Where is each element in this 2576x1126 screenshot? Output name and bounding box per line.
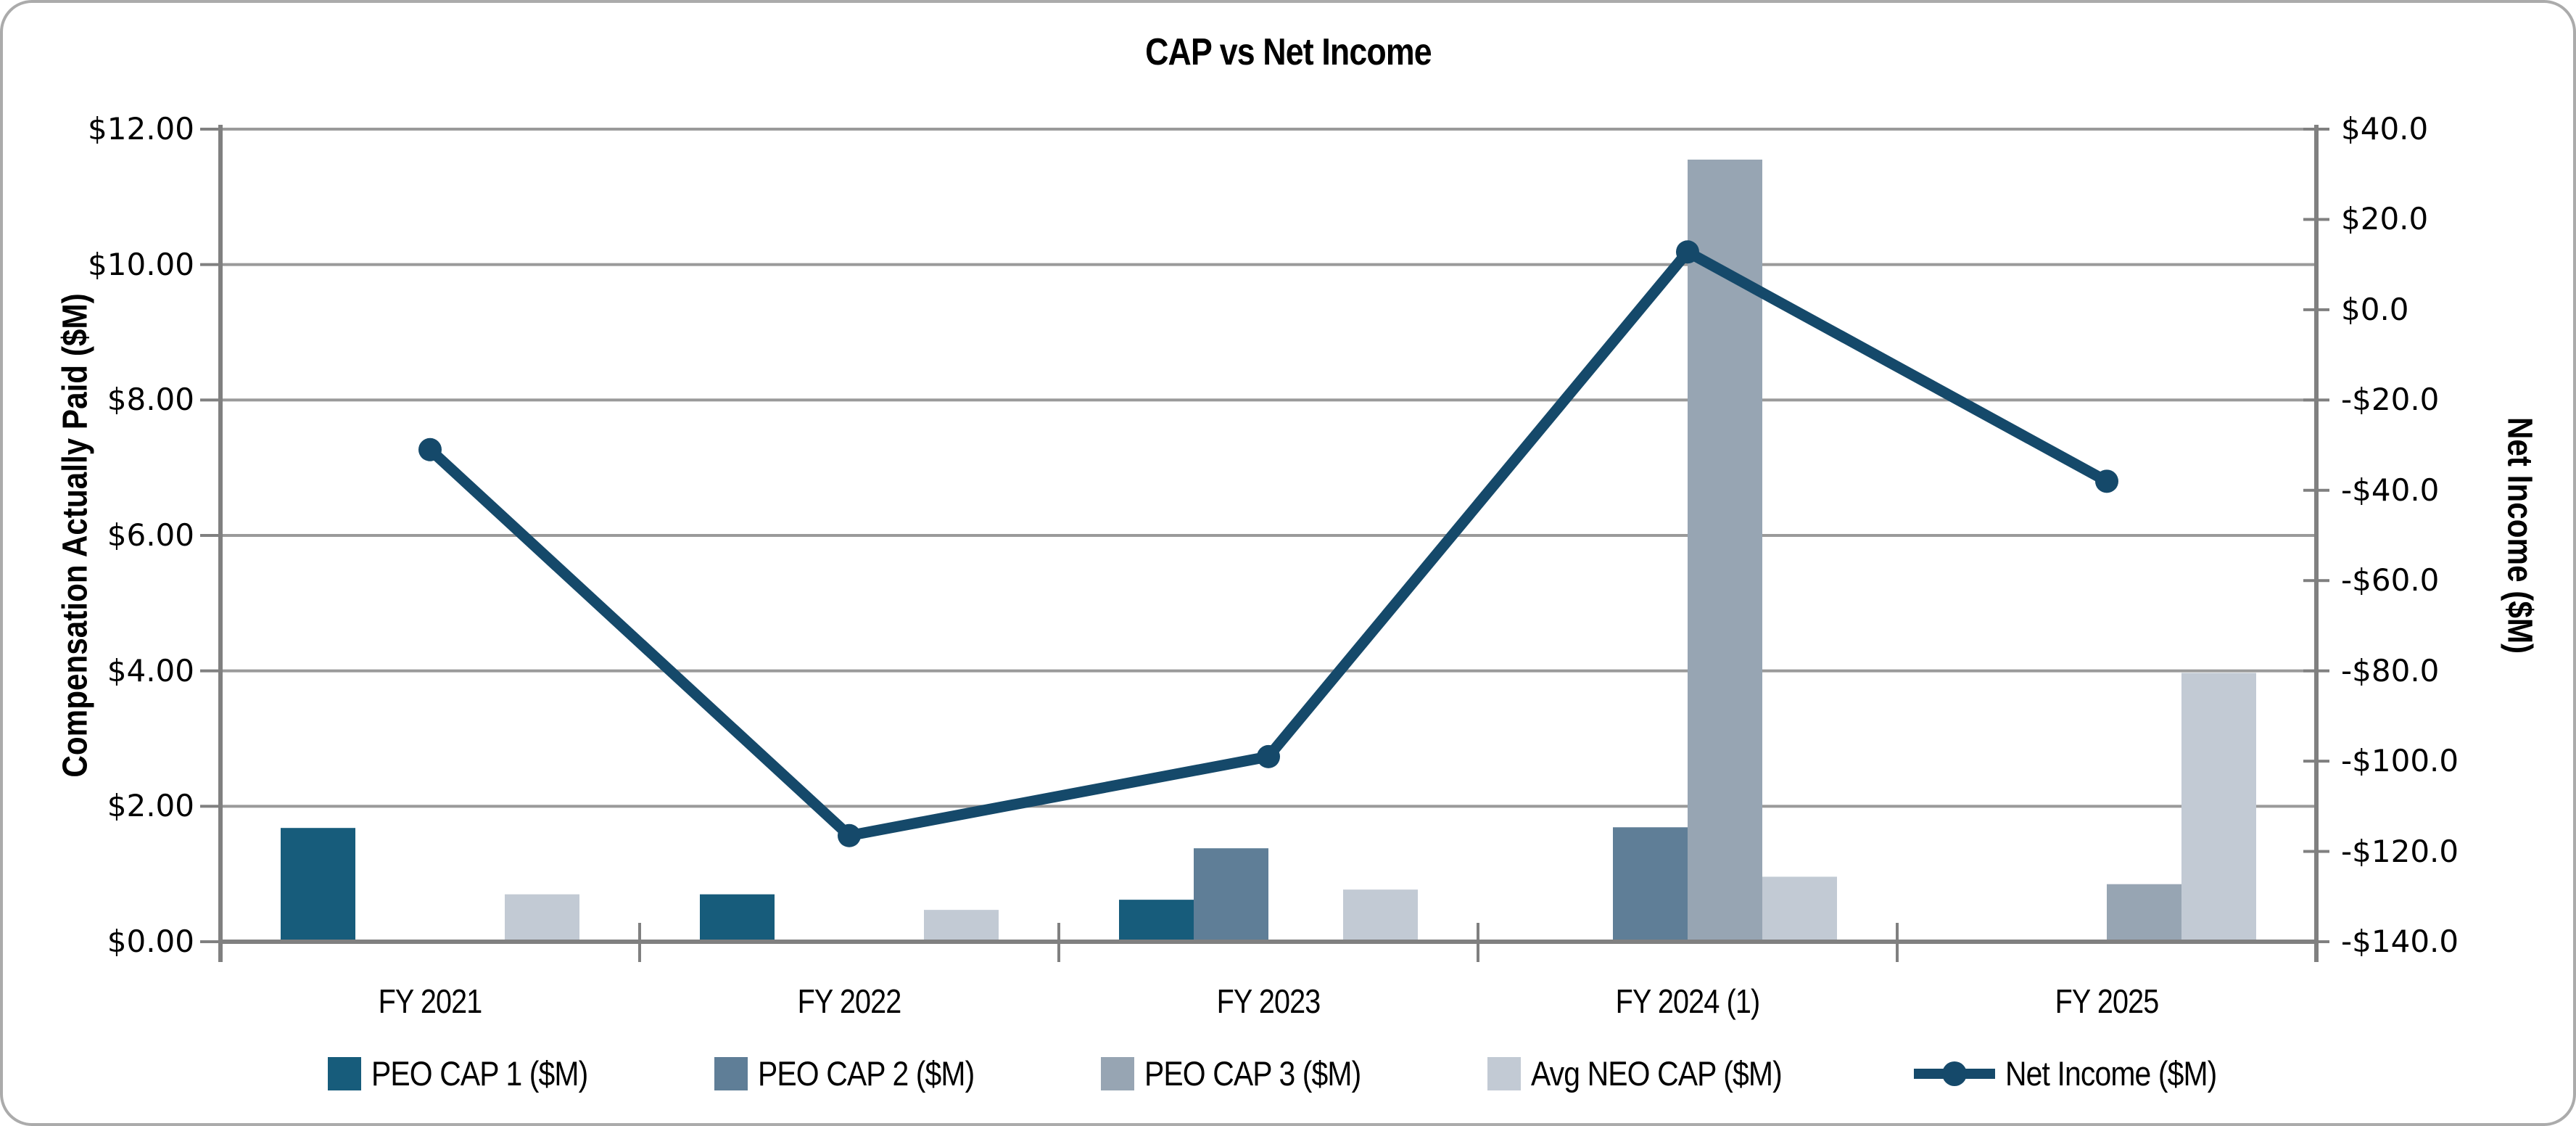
legend-label: Net Income ($M): [2005, 1054, 2217, 1093]
legend-swatch-icon: [1487, 1057, 1522, 1090]
gridline: [220, 805, 2316, 808]
left-axis-tick-label: $0.00: [107, 924, 194, 959]
bar-avg-neo-cap-m--4: [1762, 876, 1837, 942]
net-income-marker-1: [418, 437, 442, 461]
left-axis-line: [218, 125, 223, 962]
gridline: [220, 534, 2316, 537]
right-axis-tick: [2303, 760, 2329, 763]
bar-peo-cap-2-m--4: [1613, 827, 1688, 942]
left-axis-tick: [200, 398, 220, 402]
category-boundary-tick: [219, 923, 222, 962]
left-axis-tick: [200, 669, 220, 673]
category-boundary-tick: [638, 923, 641, 962]
bar-peo-cap-3-m--5: [2107, 884, 2181, 942]
left-axis-tick: [200, 534, 220, 537]
legend-item-net-income-m-: Net Income ($M): [1913, 1053, 2248, 1094]
category-boundary-tick: [2315, 923, 2318, 962]
legend-label: PEO CAP 1 ($M): [371, 1054, 588, 1093]
bar-avg-neo-cap-m--1: [505, 894, 579, 942]
right-axis-tick: [2303, 669, 2329, 673]
legend-line-marker-icon: [1913, 1057, 1995, 1090]
right-axis-tick-label: -$140.0: [2341, 924, 2459, 959]
bar-peo-cap-2-m--3: [1194, 848, 1268, 942]
legend-label: PEO CAP 2 ($M): [758, 1054, 975, 1093]
bar-peo-cap-1-m--1: [281, 828, 355, 942]
right-axis-tick: [2303, 488, 2329, 492]
chart-title: CAP vs Net Income: [3, 30, 2573, 74]
category-label-fy-2024-1-: FY 2024 (1): [1615, 982, 1761, 1020]
right-axis-line: [2314, 125, 2319, 962]
category-boundary-tick: [1057, 923, 1060, 962]
bottom-axis-line: [220, 940, 2316, 944]
legend-swatch-icon: [328, 1057, 362, 1090]
left-axis-tick-label: $6.00: [107, 517, 194, 553]
right-axis-tick: [2303, 850, 2329, 853]
right-axis-tick-label: -$60.0: [2341, 562, 2440, 599]
net-income-marker-2: [838, 823, 861, 847]
gridline: [220, 398, 2316, 402]
right-axis-tick-label: -$80.0: [2341, 652, 2440, 689]
left-axis-tick-label: $10.00: [88, 246, 194, 282]
legend-item-peo-cap-1-m-: PEO CAP 1 ($M): [328, 1053, 620, 1094]
right-axis-tick-label: -$120.0: [2341, 833, 2459, 869]
net-income-marker-4: [1676, 240, 1699, 264]
legend-item-peo-cap-2-m-: PEO CAP 2 ($M): [714, 1053, 1007, 1094]
left-axis-tick-label: $8.00: [107, 382, 194, 418]
left-axis-tick: [200, 263, 220, 266]
right-axis-title: Net Income ($M): [2500, 416, 2539, 654]
net-income-marker-3: [1257, 744, 1280, 768]
left-axis-tick: [200, 940, 220, 943]
right-axis-tick: [2303, 398, 2329, 402]
left-axis-tick: [200, 805, 220, 808]
chart-canvas: [200, 125, 2329, 962]
net-income-marker-5: [2095, 469, 2118, 493]
legend-label: PEO CAP 3 ($M): [1144, 1054, 1361, 1093]
legend-line-dot: [1941, 1061, 1967, 1086]
left-axis-tick-label: $2.00: [107, 788, 194, 824]
right-axis-tick-label: -$40.0: [2341, 472, 2440, 508]
chart-title-text: CAP vs Net Income: [1144, 31, 1432, 73]
category-label-fy-2025: FY 2025: [2055, 982, 2160, 1020]
gridline: [220, 669, 2316, 673]
legend-label: Avg NEO CAP ($M): [1531, 1054, 1783, 1093]
left-axis-tick: [200, 128, 220, 131]
bar-avg-neo-cap-m--3: [1343, 889, 1418, 942]
legend: PEO CAP 1 ($M) PEO CAP 2 ($M) PEO CAP 3 ($…: [3, 1053, 2573, 1094]
legend-swatch-icon: [714, 1057, 748, 1090]
right-axis-tick-label: -$20.0: [2341, 382, 2440, 418]
category-label-fy-2023: FY 2023: [1216, 982, 1321, 1020]
category-boundary-tick: [1477, 923, 1479, 962]
category-label-fy-2021: FY 2021: [378, 982, 483, 1020]
bar-avg-neo-cap-m--2: [924, 910, 999, 942]
right-axis-tick-label: $0.0: [2341, 291, 2409, 327]
legend-swatch-icon: [1101, 1057, 1135, 1090]
legend-item-peo-cap-3-m-: PEO CAP 3 ($M): [1101, 1053, 1393, 1094]
gridline: [220, 263, 2316, 266]
category-label-fy-2022: FY 2022: [797, 982, 902, 1020]
gridline: [220, 128, 2316, 131]
right-axis-tick: [2303, 218, 2329, 221]
bar-peo-cap-1-m--3: [1119, 900, 1194, 942]
right-axis-tick-label: -$100.0: [2341, 743, 2459, 779]
plot-area: [200, 125, 2329, 962]
category-boundary-tick: [1896, 923, 1899, 962]
legend-item-avg-neo-cap-m-: Avg NEO CAP ($M): [1487, 1053, 1820, 1094]
right-axis-tick-label: $40.0: [2341, 111, 2429, 147]
right-axis-tick: [2303, 128, 2329, 131]
right-axis-tick-label: $20.0: [2341, 201, 2429, 237]
bar-peo-cap-1-m--2: [700, 894, 775, 942]
right-axis-tick: [2303, 579, 2329, 583]
bar-avg-neo-cap-m--5: [2181, 673, 2256, 942]
right-axis-tick: [2303, 308, 2329, 311]
left-axis-tick-label: $12.00: [88, 111, 194, 147]
left-axis-tick-label: $4.00: [107, 652, 194, 689]
